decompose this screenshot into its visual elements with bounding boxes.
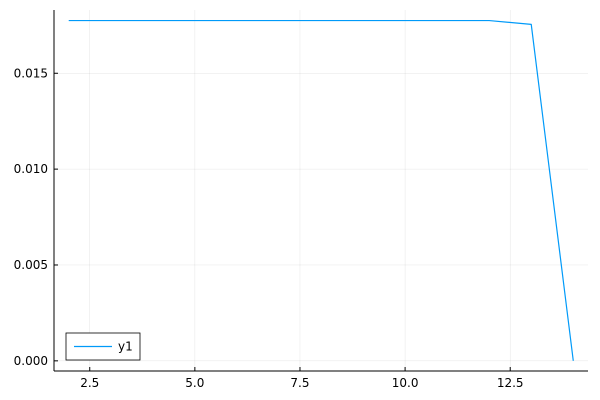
x-tick-label: 10.0 (392, 376, 419, 390)
grid-layer (54, 10, 588, 371)
x-tick-label: 5.0 (185, 376, 204, 390)
y-tick-label: 0.010 (14, 162, 48, 176)
legend: y1 (65, 332, 141, 361)
y-tick-label: 0.000 (14, 354, 48, 368)
axis-layer: 2.5 5.0 7.5 10.0 12.5 0.000 0.005 0.010 0.015 (14, 10, 588, 390)
y-tick-label: 0.015 (14, 66, 48, 80)
x-tick-label: 2.5 (80, 376, 99, 390)
x-tick-label: 7.5 (290, 376, 309, 390)
y-tick-label: 0.005 (14, 258, 48, 272)
series-layer (68, 19, 574, 361)
series-line-y1 (68, 19, 574, 361)
x-tick-label: 12.5 (497, 376, 524, 390)
legend-label: y1 (118, 340, 133, 354)
